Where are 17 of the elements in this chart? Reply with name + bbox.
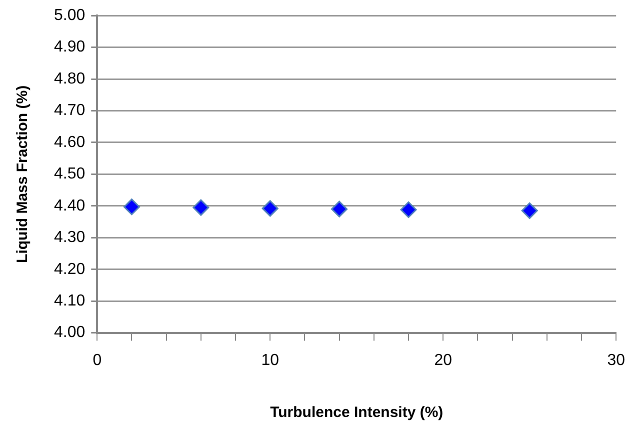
x-axis-title: Turbulence Intensity (%)	[270, 404, 444, 422]
y-tick-label: 4.40	[54, 197, 86, 214]
y-tick-label: 4.90	[54, 38, 86, 56]
y-tick-label: 4.20	[54, 260, 86, 278]
y-tick-label: 4.00	[54, 324, 86, 342]
y-tick-label: 4.10	[54, 292, 86, 310]
x-tick-label: 10	[261, 352, 280, 369]
y-axis-title: Liquid Mass Fraction (%)	[14, 85, 32, 263]
x-tick-label: 0	[92, 352, 102, 369]
y-tick-label: 4.70	[54, 102, 86, 120]
x-tick-label: 20	[434, 352, 452, 369]
y-tick-label: 4.60	[54, 134, 86, 151]
y-tick-label: 5.00	[54, 7, 86, 24]
y-tick-label: 4.50	[54, 166, 86, 183]
y-tick-label: 4.80	[54, 70, 86, 88]
y-tick-label: 4.30	[54, 229, 86, 246]
x-tick-label: 30	[607, 352, 626, 369]
